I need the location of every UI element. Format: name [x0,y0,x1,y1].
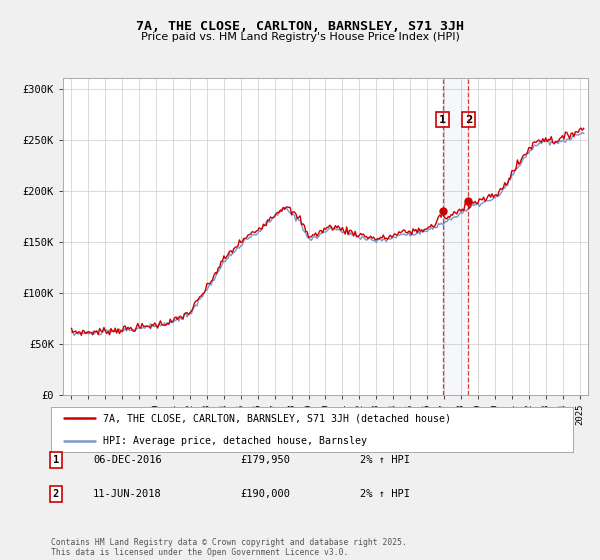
Bar [443,78,469,395]
Text: 1: 1 [439,115,446,124]
Text: 2: 2 [465,115,472,124]
Text: 1: 1 [53,455,59,465]
Text: 7A, THE CLOSE, CARLTON, BARNSLEY, S71 3JH: 7A, THE CLOSE, CARLTON, BARNSLEY, S71 3J… [136,20,464,32]
Text: 2% ↑ HPI: 2% ↑ HPI [360,455,410,465]
Text: 7A, THE CLOSE, CARLTON, BARNSLEY, S71 3JH (detached house): 7A, THE CLOSE, CARLTON, BARNSLEY, S71 3J… [103,413,451,423]
Text: HPI: Average price, detached house, Barnsley: HPI: Average price, detached house, Barn… [103,436,367,446]
Text: 11-JUN-2018: 11-JUN-2018 [93,489,162,499]
Text: £179,950: £179,950 [240,455,290,465]
Text: £190,000: £190,000 [240,489,290,499]
Text: 06-DEC-2016: 06-DEC-2016 [93,455,162,465]
Text: 2: 2 [53,489,59,499]
Text: 2% ↑ HPI: 2% ↑ HPI [360,489,410,499]
Text: Price paid vs. HM Land Registry's House Price Index (HPI): Price paid vs. HM Land Registry's House … [140,32,460,43]
Text: Contains HM Land Registry data © Crown copyright and database right 2025.
This d: Contains HM Land Registry data © Crown c… [51,538,407,557]
